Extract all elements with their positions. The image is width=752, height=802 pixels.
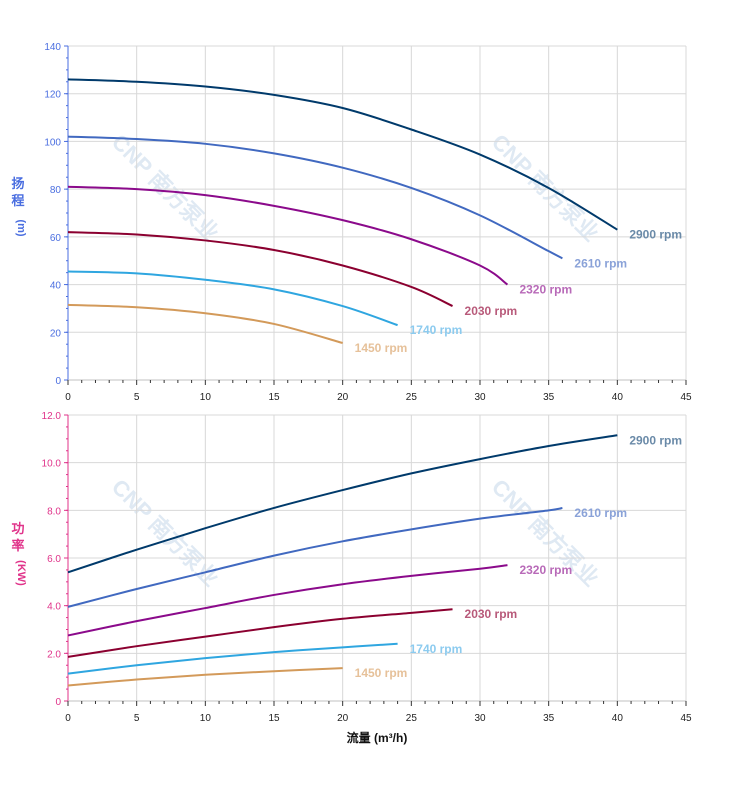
series-label: 2030 rpm	[465, 607, 518, 621]
x-tick-label: 35	[543, 392, 555, 403]
y-tick-label: 100	[44, 137, 61, 148]
series-label: 1740 rpm	[410, 642, 463, 656]
series-line-2030-rpm	[67, 231, 453, 307]
series-label: 2030 rpm	[465, 304, 518, 318]
series-line-1740-rpm	[67, 642, 398, 675]
series-label: 2610 rpm	[574, 506, 627, 520]
x-tick-label: 5	[134, 713, 140, 724]
series-label: 2900 rpm	[629, 228, 682, 242]
series-label: 2610 rpm	[574, 256, 627, 270]
y-axis-label: 功	[11, 521, 24, 536]
y-tick-label: 2.0	[47, 649, 61, 660]
x-tick-label: 45	[680, 713, 692, 724]
x-tick-label: 10	[200, 392, 212, 403]
x-tick-label: 35	[543, 713, 555, 724]
y-tick-label: 10.0	[42, 459, 62, 470]
watermark: CNP 南方泵业	[107, 474, 224, 591]
y-axis-label: 程	[11, 193, 24, 208]
series-label: 2900 rpm	[629, 433, 682, 447]
y-axis-label: 率	[11, 538, 24, 553]
series-label: 1450 rpm	[355, 666, 408, 680]
series-label: 1740 rpm	[410, 323, 463, 337]
y-tick-label: 0	[55, 697, 61, 708]
y-tick-label: 120	[44, 90, 61, 101]
x-tick-label: 5	[134, 392, 140, 403]
series-line-2320-rpm	[67, 185, 509, 286]
x-tick-label: 0	[65, 713, 71, 724]
x-tick-label: 20	[337, 713, 349, 724]
series-line-1740-rpm	[67, 270, 398, 327]
x-tick-label: 0	[65, 392, 71, 403]
y-tick-label: 12.0	[42, 411, 62, 422]
y-axis-label: 扬	[11, 176, 24, 191]
y-axis-label-unit: (KW)	[15, 560, 27, 586]
series-line-2610-rpm	[67, 506, 563, 608]
x-tick-label: 40	[612, 713, 624, 724]
y-tick-label: 20	[50, 328, 62, 339]
x-tick-label: 15	[268, 713, 280, 724]
series-label: 2320 rpm	[519, 283, 572, 297]
x-tick-label: 15	[268, 392, 280, 403]
series-label: 2320 rpm	[519, 563, 572, 577]
x-tick-label: 45	[680, 392, 692, 403]
y-tick-label: 0	[55, 376, 61, 387]
y-tick-label: 6.0	[47, 554, 61, 565]
y-tick-label: 40	[50, 281, 62, 292]
x-tick-label: 30	[474, 392, 486, 403]
series-line-1450-rpm	[67, 667, 343, 687]
x-tick-label: 30	[474, 713, 486, 724]
y-tick-label: 80	[50, 185, 62, 196]
x-tick-label: 25	[406, 713, 418, 724]
series-line-2030-rpm	[67, 608, 453, 658]
y-tick-label: 140	[44, 42, 61, 53]
series-line-2900-rpm	[67, 434, 618, 574]
y-axis-label-unit: (m)	[15, 219, 27, 236]
series-line-2610-rpm	[67, 135, 563, 260]
y-tick-label: 4.0	[47, 602, 61, 613]
x-tick-label: 10	[200, 713, 212, 724]
y-tick-label: 8.0	[47, 506, 61, 517]
series-line-2320-rpm	[67, 564, 508, 637]
x-tick-label: 40	[612, 392, 624, 403]
series-line-2900-rpm	[67, 78, 618, 231]
series-line-1450-rpm	[67, 303, 343, 344]
series-label: 1450 rpm	[355, 341, 408, 355]
x-tick-label: 20	[337, 392, 349, 403]
y-tick-label: 60	[50, 233, 62, 244]
x-tick-label: 25	[406, 392, 418, 403]
x-axis-label: 流量 (m³/h)	[347, 730, 408, 745]
